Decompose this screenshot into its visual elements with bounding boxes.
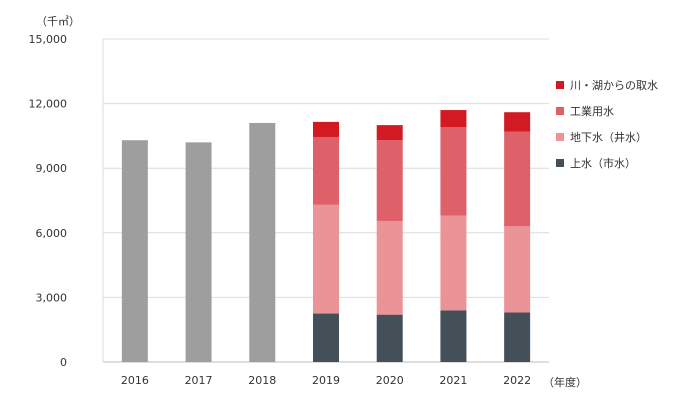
legend-swatch bbox=[556, 133, 564, 141]
bar-segment-2019-3 bbox=[313, 121, 339, 137]
y-tick-label: 15,000 bbox=[29, 33, 68, 46]
bar-segment-2020-0 bbox=[376, 314, 403, 362]
bar-segment-2022-1 bbox=[504, 226, 531, 313]
legend-label: 川・湖からの取水 bbox=[570, 79, 658, 92]
bar-segment-2019-1 bbox=[313, 204, 339, 314]
x-tick-label: 2018 bbox=[248, 374, 276, 387]
bar-segment-2021-0 bbox=[440, 310, 467, 362]
bar-segment-2020-2 bbox=[376, 140, 403, 221]
bar-segment-2021-3 bbox=[440, 110, 467, 128]
x-tick-label: 2017 bbox=[185, 374, 213, 387]
bar-segment-2020-1 bbox=[376, 220, 403, 315]
x-tick-label: 2016 bbox=[121, 374, 149, 387]
y-axis-unit-label: （千㎥） bbox=[36, 15, 80, 28]
x-tick-label: 2019 bbox=[312, 374, 340, 387]
y-tick-label: 3,000 bbox=[36, 291, 68, 304]
bar-segment-2021-2 bbox=[440, 127, 467, 216]
y-tick-label: 6,000 bbox=[36, 227, 68, 240]
bar-segment-2020-3 bbox=[376, 125, 403, 141]
x-tick-label: 2021 bbox=[439, 374, 467, 387]
bar-segment-2019-0 bbox=[313, 313, 339, 362]
bar-segment-2021-1 bbox=[440, 215, 467, 311]
bar-segment-2022-3 bbox=[504, 112, 531, 132]
legend-swatch bbox=[556, 107, 564, 115]
legend-label: 上水（市水） bbox=[570, 156, 636, 170]
bars bbox=[121, 110, 531, 362]
y-axis-ticks: 0 3,000 6,000 9,000 12,000 15,000 bbox=[29, 33, 68, 369]
bar-segment-2022-2 bbox=[504, 131, 531, 227]
x-axis-ticks: 2016 2017 2018 2019 2020 2021 2022 bbox=[121, 374, 531, 387]
bar-segment-2019-2 bbox=[313, 136, 339, 205]
y-tick-label: 0 bbox=[60, 356, 67, 369]
legend-swatch bbox=[556, 81, 564, 89]
y-tick-label: 12,000 bbox=[29, 98, 68, 111]
x-axis-unit-label: （年度） bbox=[543, 375, 587, 389]
bar-total-2018 bbox=[249, 122, 276, 362]
legend-swatch bbox=[556, 159, 564, 167]
legend-label: 地下水（井水） bbox=[570, 130, 647, 144]
legend-label: 工業用水 bbox=[570, 105, 614, 118]
bar-total-2016 bbox=[121, 140, 148, 362]
x-tick-label: 2020 bbox=[376, 374, 404, 387]
bar-segment-2022-0 bbox=[504, 312, 531, 362]
x-tick-label: 2022 bbox=[503, 374, 531, 387]
y-tick-label: 9,000 bbox=[36, 162, 68, 175]
bar-total-2017 bbox=[185, 142, 212, 362]
